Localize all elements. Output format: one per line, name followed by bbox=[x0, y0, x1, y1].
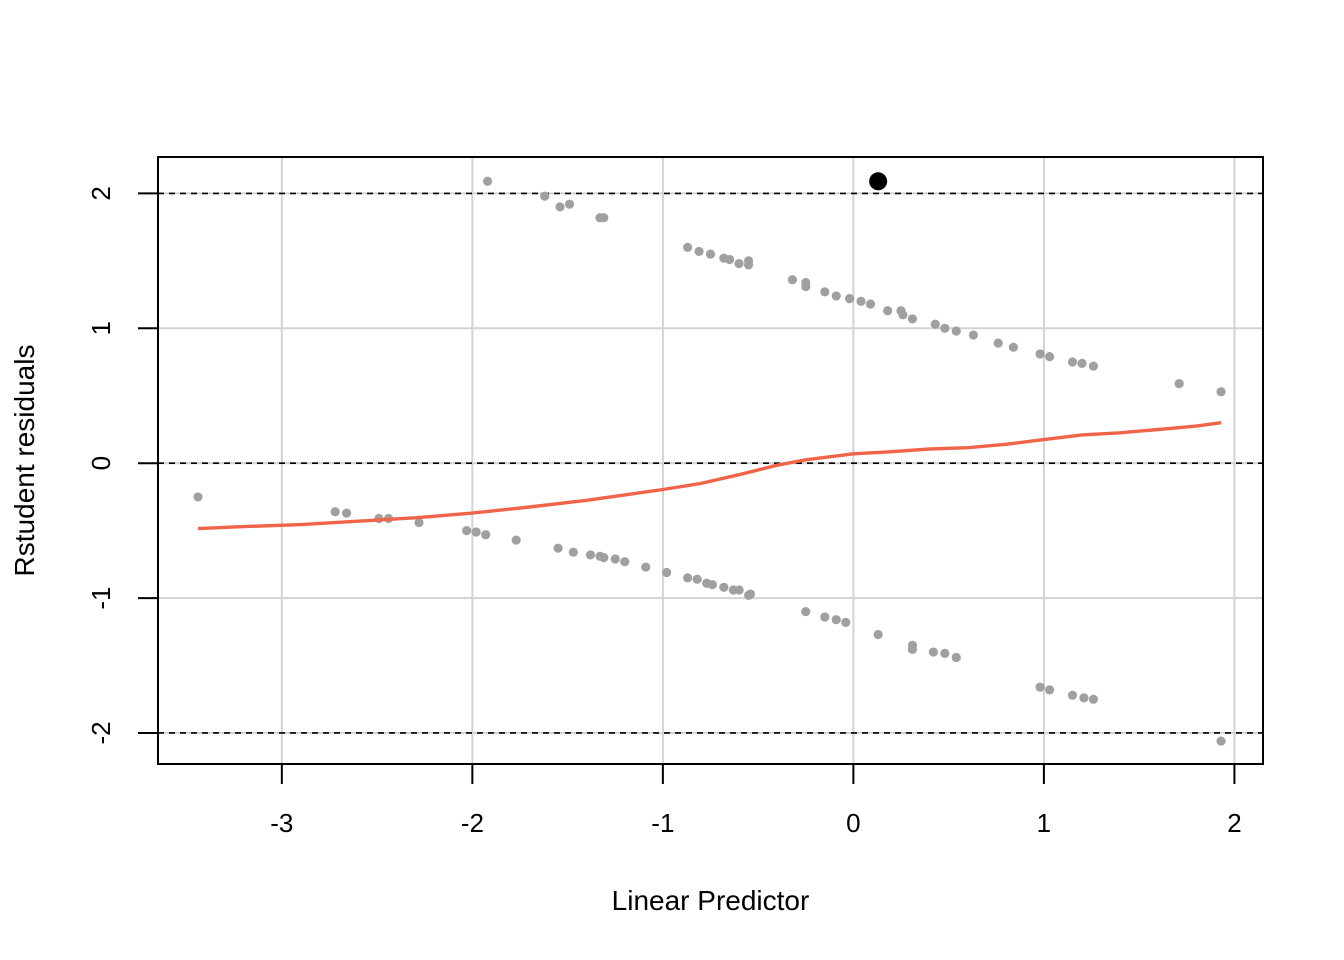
data-point bbox=[692, 574, 702, 584]
data-point bbox=[968, 330, 979, 340]
data-point bbox=[865, 299, 876, 309]
data-point bbox=[993, 338, 1003, 348]
data-point bbox=[928, 647, 939, 657]
data-point bbox=[898, 310, 908, 320]
data-point bbox=[462, 526, 472, 536]
data-point bbox=[744, 260, 754, 270]
data-point bbox=[734, 585, 744, 595]
data-point bbox=[707, 579, 718, 590]
data-point bbox=[1079, 693, 1089, 703]
data-point bbox=[683, 242, 693, 252]
data-point bbox=[951, 326, 961, 336]
data-point bbox=[599, 213, 609, 223]
data-point bbox=[342, 508, 352, 518]
data-point bbox=[705, 249, 716, 259]
data-point bbox=[841, 617, 851, 627]
data-point bbox=[1216, 736, 1226, 746]
x-tick-label: -2 bbox=[461, 808, 484, 838]
data-point bbox=[844, 294, 855, 304]
data-point bbox=[1216, 387, 1226, 397]
data-point bbox=[694, 246, 704, 257]
data-point bbox=[1045, 352, 1055, 362]
data-point bbox=[662, 567, 672, 578]
highlight-points bbox=[869, 172, 888, 191]
data-point bbox=[724, 254, 735, 265]
data-point bbox=[540, 191, 550, 201]
data-point bbox=[555, 202, 565, 212]
x-axis: -3 -2 -1 0 1 2 bbox=[270, 764, 1242, 838]
data-point bbox=[873, 629, 883, 640]
reference-lines bbox=[158, 192, 1263, 734]
y-tick-label: -2 bbox=[86, 721, 116, 744]
data-point bbox=[641, 562, 651, 572]
data-point bbox=[883, 306, 893, 316]
data-point bbox=[940, 323, 950, 333]
data-point bbox=[1035, 349, 1045, 359]
y-axis: -2 -1 0 1 2 bbox=[86, 186, 158, 745]
data-point bbox=[1088, 694, 1099, 704]
data-point bbox=[831, 291, 841, 301]
data-point bbox=[801, 606, 811, 617]
data-point bbox=[734, 258, 744, 269]
plot-frame bbox=[157, 156, 1264, 765]
y-axis-title: Rstudent residuals bbox=[9, 345, 40, 577]
data-point bbox=[1067, 357, 1078, 367]
data-point bbox=[820, 287, 830, 297]
data-point bbox=[683, 573, 693, 583]
data-point bbox=[610, 554, 620, 564]
data-point bbox=[1077, 358, 1087, 368]
data-point bbox=[801, 281, 811, 292]
y-tick-label: -1 bbox=[86, 587, 116, 610]
highlight-point bbox=[869, 172, 888, 191]
y-tick-label: 0 bbox=[86, 456, 116, 470]
data-point bbox=[1088, 361, 1099, 371]
data-point bbox=[907, 644, 918, 654]
y-tick-label: 2 bbox=[86, 186, 116, 200]
data-point bbox=[553, 543, 563, 553]
data-point bbox=[564, 199, 575, 209]
x-tick-label: 2 bbox=[1227, 808, 1241, 838]
smooth-line bbox=[197, 421, 1222, 531]
data-point bbox=[193, 492, 203, 502]
data-point bbox=[744, 590, 754, 600]
x-tick-label: -3 bbox=[270, 808, 293, 838]
data-point bbox=[820, 612, 830, 622]
data-point bbox=[940, 648, 950, 658]
data-point bbox=[482, 176, 493, 186]
data-point bbox=[907, 314, 918, 324]
data-point bbox=[620, 557, 630, 567]
data-point bbox=[1045, 685, 1055, 695]
data-point bbox=[1174, 379, 1184, 389]
x-tick-label: -1 bbox=[651, 808, 674, 838]
grid bbox=[158, 157, 1263, 764]
data-point bbox=[831, 615, 841, 625]
data-point bbox=[585, 550, 596, 560]
x-tick-label: 1 bbox=[1037, 808, 1051, 838]
data-point bbox=[481, 530, 491, 540]
y-tick-label: 1 bbox=[86, 321, 116, 335]
data-point bbox=[856, 296, 866, 306]
data-point bbox=[414, 517, 424, 528]
data-point bbox=[599, 553, 609, 563]
data-point bbox=[568, 547, 578, 557]
smooth-curve bbox=[197, 421, 1222, 531]
data-point bbox=[330, 507, 340, 517]
data-point bbox=[511, 535, 521, 545]
data-point bbox=[719, 582, 729, 592]
data-point bbox=[1035, 682, 1045, 692]
data-point bbox=[787, 275, 798, 285]
data-point bbox=[471, 527, 481, 537]
x-tick-label: 0 bbox=[846, 808, 860, 838]
data-point bbox=[1008, 342, 1019, 352]
data-point bbox=[951, 652, 961, 663]
data-point bbox=[930, 319, 940, 329]
data-point bbox=[1067, 690, 1078, 700]
x-axis-title: Linear Predictor bbox=[612, 885, 810, 916]
residual-points bbox=[193, 176, 1226, 746]
